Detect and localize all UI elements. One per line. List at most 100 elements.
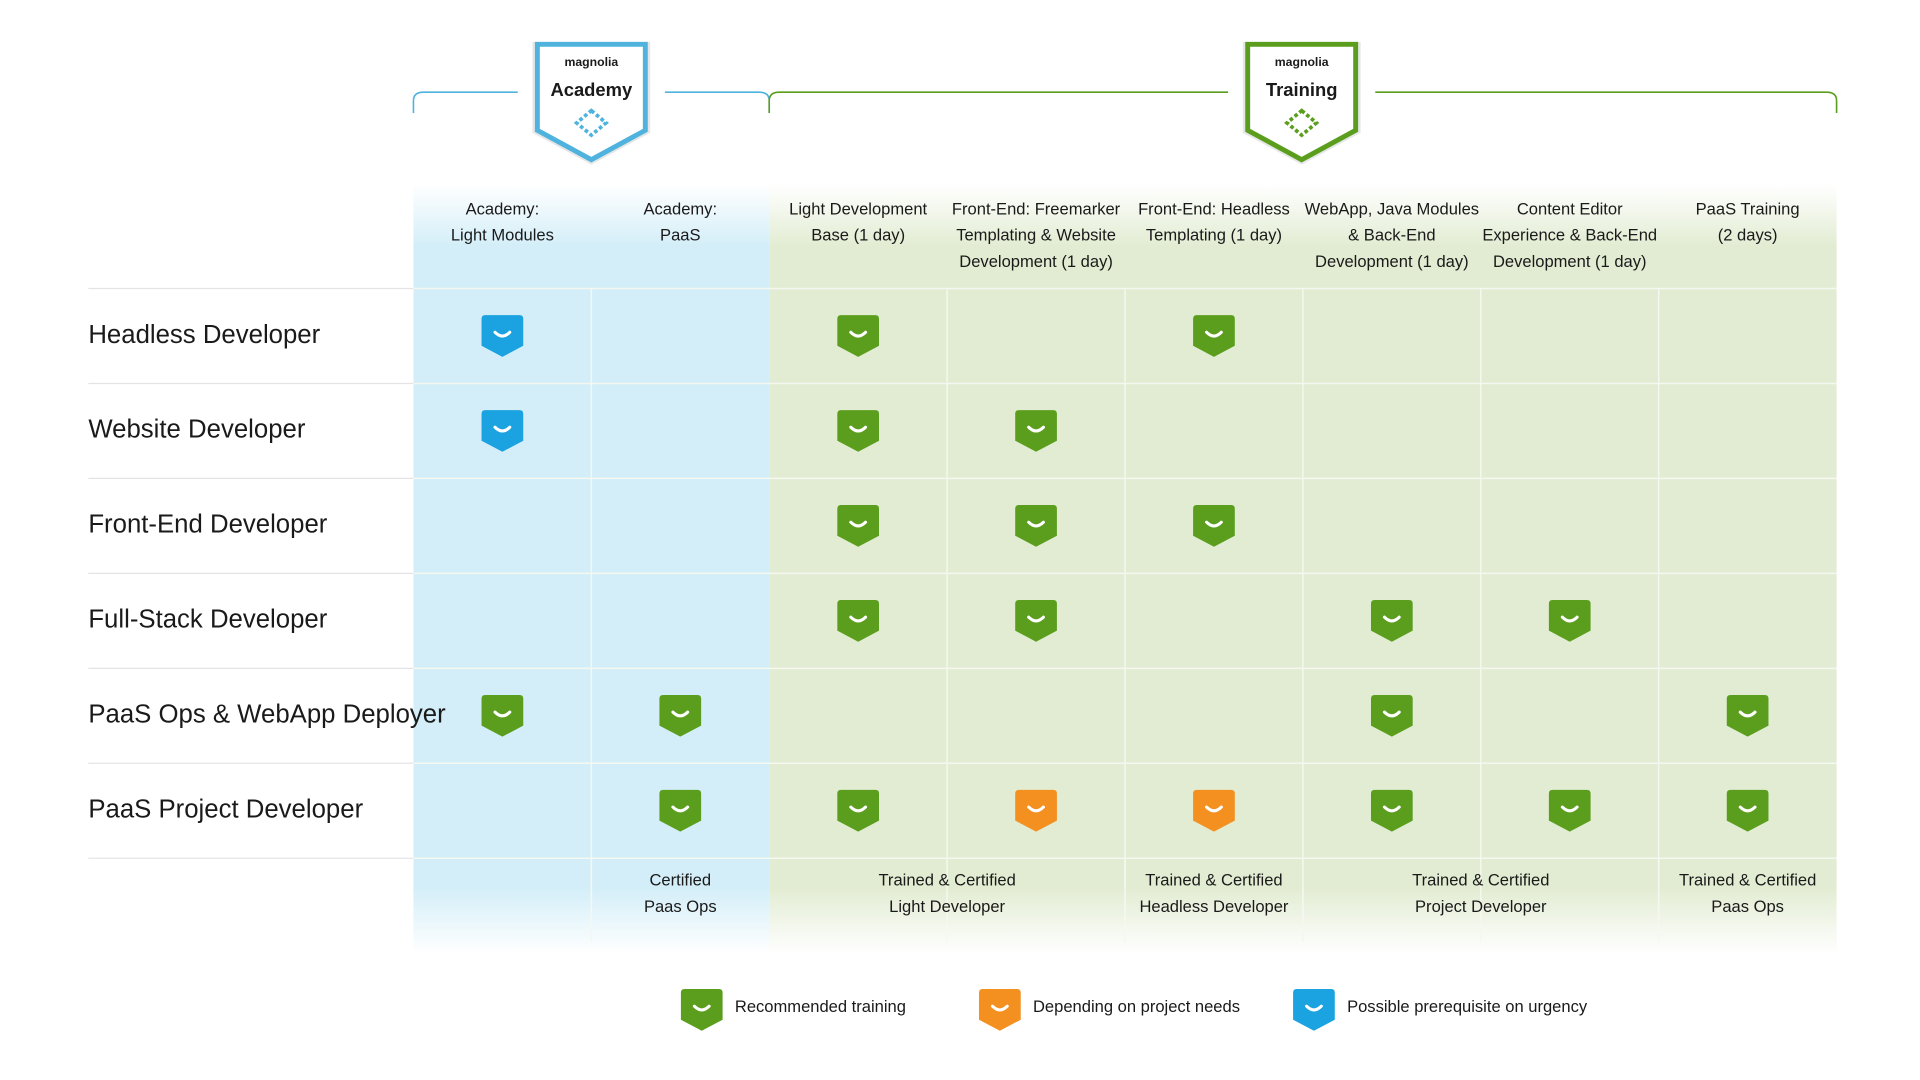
bracket — [664, 91, 771, 114]
cell-mark — [837, 505, 880, 547]
cell-mark — [1193, 315, 1235, 357]
row-label: Front-End Developer — [88, 511, 327, 539]
badge — [534, 41, 648, 163]
row-label: PaaS Ops & WebApp Deployer — [88, 701, 446, 729]
chevron — [849, 520, 868, 528]
column-header: Development (1 day) — [959, 252, 1113, 271]
chevron — [1382, 710, 1401, 718]
footer-label: Trained & Certified — [878, 870, 1015, 889]
badge-title: Training — [1266, 79, 1338, 100]
cell-mark — [837, 599, 880, 642]
row-label: Website Developer — [88, 416, 306, 444]
cell-mark — [659, 789, 702, 832]
cell-mark — [1015, 410, 1057, 452]
chevron — [692, 1004, 711, 1012]
cell-mark — [837, 789, 880, 832]
chevron — [1027, 805, 1045, 813]
bracket — [412, 91, 518, 114]
cell-mark — [1548, 599, 1591, 642]
cell-mark — [1015, 599, 1057, 642]
legend-label: Possible prerequisite on urgency — [1347, 997, 1588, 1016]
header-bg-training — [769, 184, 1837, 289]
bracket — [768, 91, 1229, 114]
cell-mark — [1193, 789, 1235, 832]
column-header: PaaS Training — [1696, 199, 1800, 218]
cell-mark — [1015, 505, 1057, 547]
column-header: Light Modules — [451, 226, 554, 245]
chevron — [1382, 805, 1401, 813]
column-header: Base (1 day) — [811, 226, 905, 245]
chevron — [849, 425, 868, 433]
column-header: Content Editor — [1517, 199, 1623, 218]
footer-label: Project Developer — [1415, 897, 1547, 916]
footer-label: Trained & Certified — [1145, 870, 1282, 889]
footer-label: Certified — [649, 870, 711, 889]
chevron — [849, 330, 868, 338]
footer-label: Trained & Certified — [1412, 870, 1549, 889]
badge — [1245, 41, 1359, 163]
chevron — [1027, 615, 1045, 623]
chevron — [1027, 520, 1045, 528]
legend-icon — [1293, 989, 1335, 1031]
cell-mark — [837, 315, 880, 357]
footer-label: Trained & Certified — [1679, 870, 1816, 889]
chevron — [1382, 615, 1401, 623]
chevron — [1560, 805, 1579, 813]
cell-mark — [837, 410, 880, 452]
row-label: Headless Developer — [88, 321, 320, 349]
chevron — [1205, 330, 1223, 338]
bracket — [1375, 91, 1838, 114]
legend-icon — [979, 989, 1021, 1031]
cell-mark — [1726, 694, 1769, 737]
column-header: Templating & Website — [956, 226, 1116, 245]
chevron — [493, 330, 512, 338]
column-header: (2 days) — [1718, 226, 1778, 245]
cell-mark — [1370, 599, 1413, 642]
chevron — [1738, 805, 1757, 813]
cell-mark — [481, 315, 524, 357]
cell-mark — [1726, 789, 1769, 832]
footer-label: Paas Ops — [644, 897, 717, 916]
column-header: Academy: — [466, 199, 540, 218]
badge-icon — [1284, 108, 1320, 138]
chevron — [849, 615, 868, 623]
badge-icon — [573, 108, 609, 138]
legend-label: Depending on project needs — [1033, 997, 1240, 1016]
cell-mark — [1370, 789, 1413, 832]
column-header: Front-End: Freemarker — [952, 199, 1121, 218]
footer-label: Light Developer — [889, 897, 1005, 916]
badge-brand: magnolia — [1275, 55, 1329, 69]
chevron — [849, 805, 868, 813]
chevron — [493, 425, 512, 433]
column-header: Templating (1 day) — [1146, 226, 1282, 245]
cell-mark — [1548, 789, 1591, 832]
column-header: & Back-End — [1348, 226, 1435, 245]
column-header: PaaS — [660, 226, 700, 245]
cell-mark — [1370, 694, 1413, 737]
column-header: Development (1 day) — [1315, 252, 1469, 271]
column-header: Front-End: Headless — [1138, 199, 1290, 218]
footer-label: Headless Developer — [1139, 897, 1288, 916]
footer-label: Paas Ops — [1711, 897, 1784, 916]
cell-mark — [481, 410, 524, 452]
chevron — [671, 710, 690, 718]
chevron — [493, 710, 512, 718]
header-bg-academy — [413, 184, 770, 289]
row-label: Full-Stack Developer — [88, 606, 327, 634]
column-header: Experience & Back-End — [1482, 226, 1657, 245]
chevron — [1560, 615, 1579, 623]
cell-mark — [659, 694, 702, 737]
chevron — [671, 805, 690, 813]
chevron — [990, 1004, 1009, 1012]
chevron — [1027, 425, 1045, 433]
badge-title: Academy — [550, 79, 633, 100]
chevron — [1305, 1004, 1323, 1012]
cell-mark — [481, 694, 524, 737]
cell-mark — [1015, 789, 1057, 832]
column-header: WebApp, Java Modules — [1305, 199, 1479, 218]
legend-icon — [680, 989, 723, 1031]
cell-mark — [1193, 505, 1235, 547]
column-header: Development (1 day) — [1493, 252, 1647, 271]
column-header: Academy: — [643, 199, 717, 218]
